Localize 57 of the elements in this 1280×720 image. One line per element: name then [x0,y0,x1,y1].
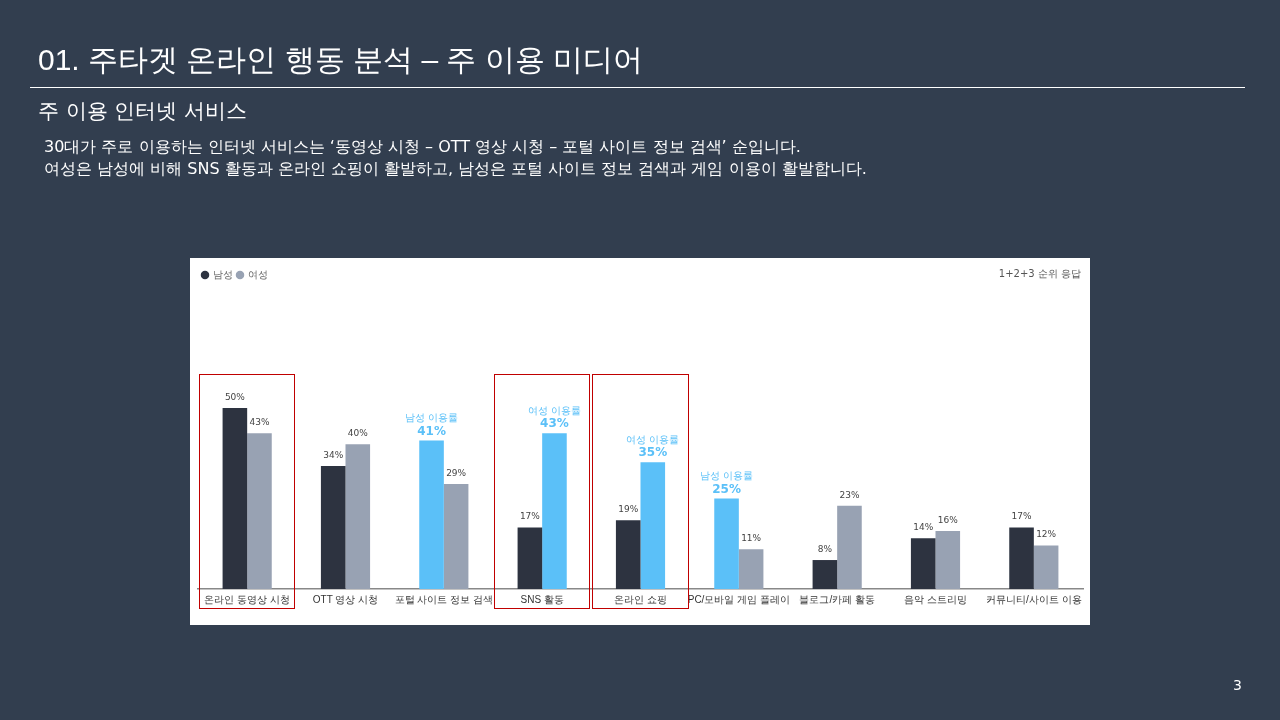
legend-label: 여성 [248,268,268,280]
bar [320,465,346,589]
bar [714,498,739,589]
text: 1+2+3 순위 응답 [998,267,1081,281]
annotation: 남성 이용률 [699,470,754,482]
bar [1009,527,1034,589]
data-label: 11% [741,533,762,544]
data-label: 41% [417,423,446,438]
text: 3 [1233,677,1242,693]
text: 30대가 주로 이용하는 인터넷 서비스는 ‘동영상 시청 – OTT 영상 시청 – 포털 사이트 정보 검색’ 순입니다. [44,137,801,158]
bar [419,440,444,589]
annotation: 여성 이용률 [527,404,582,416]
bar [615,520,641,589]
bar [910,538,936,589]
bar [517,527,543,589]
bar [222,408,248,589]
x-tick-label: PC/모바일 게임 플레이 [687,593,790,605]
text: 여성은 남성에 비해 SNS 활동과 온라인 쇼핑이 활발하고, 남성은 포털 사이트 정보 검색과 게임 이용이 활발합니다. [44,159,867,180]
data-label: 43% [249,417,270,428]
data-label: 29% [446,467,467,478]
data-label: 16% [937,514,959,525]
bar [738,549,764,589]
bar [345,444,371,589]
x-tick-label: 온라인 동영상 시청 [204,593,290,605]
data-label: 25% [712,481,741,496]
data-label: 50% [224,391,246,402]
data-label: 35% [638,445,668,460]
data-label: 14% [913,522,934,533]
x-tick-label: 온라인 쇼핑 [614,593,667,605]
x-tick-label: SNS 활동 [520,593,564,605]
annotation: 남성 이용률 [404,412,459,424]
bar [837,505,862,589]
x-tick-label: 포털 사이트 정보 검색 [394,593,494,605]
x-tick-label: 커뮤니티/사이트 이용 [986,593,1082,605]
x-tick-label: 블로그/카페 활동 [799,593,875,605]
bar [812,560,838,589]
data-label: 17% [519,511,541,522]
bar [247,433,272,589]
chart-title: 01. 주타겟 온라인 행동 분석 – 주 이용 미디어 [38,42,644,78]
data-label: 34% [323,449,344,460]
x-tick-label: OTT 영상 시청 [312,593,379,605]
legend-label: 남성 [213,268,233,280]
data-label: 8% [817,543,833,554]
bar [542,433,567,589]
bar [1033,545,1059,589]
bar [935,531,961,589]
data-label: 19% [618,504,639,515]
x-tick-label: 음악 스트리밍 [904,593,967,605]
bar [640,462,666,589]
bar [443,484,469,589]
data-label: 23% [839,489,860,500]
annotation: 여성 이용률 [626,433,680,445]
chart-subtitle: 주 이용 인터넷 서비스 [38,98,248,125]
data-label: 17% [1011,511,1032,522]
data-label: 12% [1036,529,1057,540]
data-label: 40% [347,428,369,439]
data-label: 43% [540,416,569,431]
